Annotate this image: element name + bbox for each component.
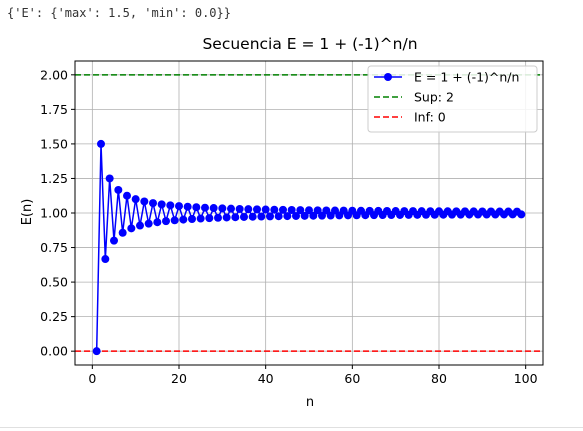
chart-title: Secuencia E = 1 + (-1)^n/n	[202, 35, 417, 53]
series-point	[123, 191, 131, 200]
series-point	[188, 215, 196, 224]
x-axis-label: n	[306, 395, 314, 410]
series-point	[270, 205, 279, 214]
series-point	[261, 205, 270, 214]
series-layer	[92, 139, 526, 356]
series-point	[118, 228, 127, 237]
series-point	[287, 206, 296, 214]
series-point	[162, 217, 170, 226]
legend-label: E = 1 + (-1)^n/n	[414, 70, 519, 85]
legend: E = 1 + (-1)^n/n Sup: 2 Inf: 0	[367, 65, 538, 133]
series-point	[209, 204, 218, 213]
y-tick-label: 2.00	[40, 67, 68, 82]
series-point	[274, 212, 283, 221]
series-point	[240, 212, 248, 221]
series-point	[92, 347, 101, 356]
series-point	[305, 206, 313, 215]
series-point	[201, 203, 209, 212]
y-tick-label: 1.00	[40, 206, 68, 221]
x-tick-label: 60	[344, 371, 360, 386]
series-point	[253, 205, 261, 214]
series-point	[127, 224, 136, 233]
y-tick-label: 1.25	[40, 171, 68, 186]
series-point	[292, 211, 300, 220]
series-point	[140, 197, 149, 206]
series-point	[235, 204, 244, 213]
y-axis-label: E(n)	[20, 199, 35, 226]
series-point	[296, 206, 305, 215]
series-point	[144, 219, 153, 228]
series-point	[175, 202, 183, 211]
series-point	[170, 216, 179, 225]
series-point	[183, 202, 192, 211]
series-point	[114, 185, 123, 194]
x-tick-label: 100	[514, 371, 538, 386]
series-point	[300, 211, 309, 220]
legend-box	[367, 65, 538, 133]
series-point	[313, 206, 322, 215]
legend-label: Inf: 0	[414, 110, 446, 125]
series-point	[196, 214, 205, 223]
y-tick-label: 0.50	[40, 275, 68, 290]
series-point	[517, 210, 526, 219]
series-point	[214, 213, 222, 222]
x-tick-label: 0	[88, 371, 96, 386]
axis-ticks: 0 20 40 60 80 100 0.00 0.25 0.50 0.75 1.00 1.25 1.50…	[40, 67, 537, 386]
series-point	[244, 205, 253, 214]
series-point	[205, 214, 214, 223]
x-tick-label: 20	[171, 371, 187, 386]
series-point	[279, 205, 287, 214]
series-point	[231, 213, 240, 222]
y-tick-label: 1.50	[40, 136, 68, 151]
series-point	[153, 218, 162, 227]
legend-label: Sup: 2	[414, 90, 454, 105]
legend-swatch-marker	[384, 73, 392, 81]
series-point	[266, 212, 274, 221]
series-point	[101, 255, 110, 264]
series-point	[131, 195, 140, 204]
series-point	[136, 221, 144, 230]
x-tick-label: 40	[258, 371, 274, 386]
series-point	[110, 236, 118, 245]
series-point	[227, 204, 235, 213]
series-point	[309, 211, 318, 220]
series-point	[166, 201, 175, 210]
series-point	[218, 204, 227, 213]
series-point	[179, 215, 188, 224]
series-point	[283, 212, 292, 221]
output-text: {'E': {'max': 1.5, 'min': 0.0}}	[7, 6, 231, 20]
series-point	[149, 199, 157, 208]
series-point	[105, 174, 114, 183]
series-point	[192, 203, 201, 212]
y-tick-label: 0.00	[40, 344, 68, 359]
cell-divider	[0, 427, 583, 428]
y-tick-label: 0.25	[40, 309, 68, 324]
x-tick-label: 80	[431, 371, 447, 386]
series-point	[248, 212, 257, 221]
y-tick-label: 1.75	[40, 102, 68, 117]
series-point	[97, 139, 105, 148]
series-point	[257, 212, 266, 221]
y-tick-label: 0.75	[40, 240, 68, 255]
series-point	[222, 213, 231, 222]
series-point	[157, 200, 166, 209]
